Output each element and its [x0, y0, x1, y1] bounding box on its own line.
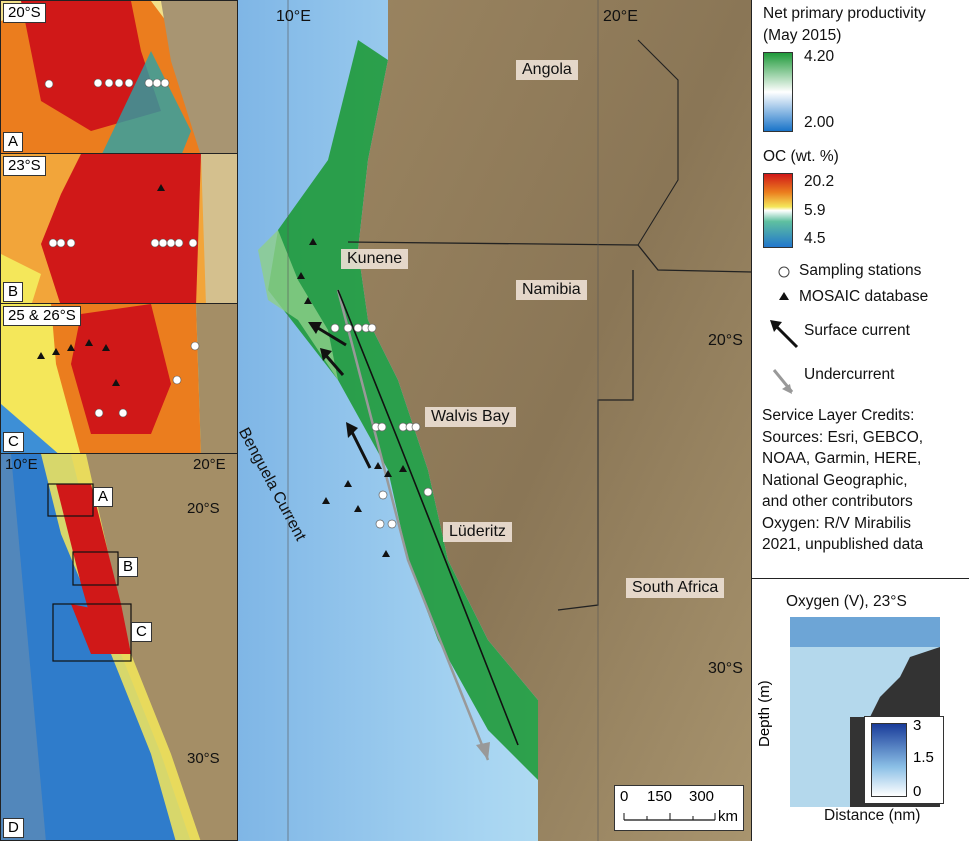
credit-line: Service Layer Credits:: [762, 407, 915, 424]
panel-c-heatmap: [1, 304, 237, 454]
panel-b-lat: 23°S: [3, 156, 46, 176]
credit-line: NOAA, Garmin, HERE,: [762, 450, 922, 467]
panel-d-box-c: C: [131, 622, 152, 642]
lon-label-20e: 20°E: [603, 8, 638, 25]
place-walvis-bay: Walvis Bay: [425, 407, 516, 427]
place-namibia: Namibia: [516, 280, 587, 300]
main-map: 10°E 20°E 20°S 30°S Angola Kunene Namibi…: [238, 0, 752, 841]
panel-a: 20°S A: [0, 0, 238, 155]
scale-tick-300: 300: [689, 788, 715, 805]
main-map-canvas: [238, 0, 752, 841]
credit-line: National Geographic,: [762, 471, 908, 489]
oxygen-colorbar-box: 3 1.5 0: [864, 716, 944, 804]
npp-min: 2.00: [804, 114, 835, 131]
panel-a-heatmap: [1, 1, 237, 154]
oc-title: OC (wt. %): [763, 148, 839, 165]
panel-d-lat-30s: 30°S: [187, 750, 220, 767]
legend-panel: Net primary productivity (May 2015) 4.20…: [751, 0, 969, 841]
panel-a-lat: 20°S: [3, 3, 46, 23]
npp-colorbar: [763, 52, 793, 132]
credit-line: 2021, unpublished data: [762, 536, 924, 553]
legend-under: Undercurrent: [804, 366, 895, 383]
oxygen-ylabel: Depth (m): [756, 680, 773, 747]
panel-c: 25 & 26°S C: [0, 303, 238, 455]
credit-line: Sources: Esri, GEBCO,: [762, 428, 924, 446]
oxygen-colorbar: [871, 723, 907, 797]
panel-d-letter: D: [3, 818, 24, 838]
lat-label-20s: 20°S: [708, 332, 743, 349]
legend-surface: Surface current: [804, 322, 910, 339]
place-south-africa: South Africa: [626, 578, 725, 598]
oc-max: 20.2: [804, 173, 835, 190]
npp-max: 4.20: [804, 48, 835, 65]
panel-d-box-b: B: [118, 557, 139, 577]
oxygen-title: Oxygen (V), 23°S: [786, 593, 907, 610]
legend-sampling: Sampling stations: [799, 262, 922, 279]
oxygen-xlabel: Distance (nm): [824, 807, 921, 824]
panel-d-box-a: A: [93, 487, 114, 507]
place-angola: Angola: [516, 60, 578, 80]
credit-line: and other contributors: [762, 493, 913, 510]
panel-d-overview: [1, 454, 237, 840]
panel-b-letter: B: [3, 282, 24, 302]
oc-colorbar: [763, 173, 793, 248]
oc-mid: 5.9: [804, 202, 826, 219]
panel-d-lat-20s: 20°S: [187, 500, 220, 517]
credits: Service Layer Credits: Sources: Esri, GE…: [762, 405, 923, 556]
npp-title-1: Net primary productivity: [763, 5, 926, 22]
oxygen-scale-1-5: 1.5: [913, 749, 934, 766]
panel-b-heatmap: [1, 154, 237, 304]
lon-label-10e: 10°E: [276, 8, 311, 25]
scale-tick-150: 150: [647, 788, 673, 805]
legend-symbols: [770, 266, 799, 394]
panel-a-letter: A: [3, 132, 24, 152]
scale-unit: km: [718, 808, 738, 825]
panel-c-lat: 25 & 26°S: [3, 306, 81, 326]
panel-c-letter: C: [3, 432, 24, 452]
place-kunene: Kunene: [341, 249, 409, 269]
panel-d: 10°E 20°E 20°S 30°S A B C D: [0, 453, 238, 841]
oc-min: 4.5: [804, 230, 826, 247]
scale-bar: 0 150 300 km: [614, 785, 744, 831]
oxygen-section: Oxygen (V), 23°S Depth (m) 3 1.5 0 Dista…: [752, 578, 969, 841]
panel-d-lon-10e: 10°E: [5, 456, 38, 473]
undercurrent-arrowhead: [476, 742, 490, 760]
scale-tick-0: 0: [620, 788, 629, 805]
panel-b: 23°S B: [0, 153, 238, 305]
oxygen-scale-0: 0: [913, 783, 922, 800]
npp-title-2: (May 2015): [763, 27, 842, 44]
lat-label-30s: 30°S: [708, 660, 743, 677]
oxygen-scale-3: 3: [913, 717, 922, 734]
panel-d-lon-20e: 20°E: [193, 456, 226, 473]
legend-mosaic: MOSAIC database: [799, 288, 929, 305]
place-luderitz: Lüderitz: [443, 522, 512, 542]
credit-line: Oxygen: R/V Mirabilis: [762, 514, 912, 532]
